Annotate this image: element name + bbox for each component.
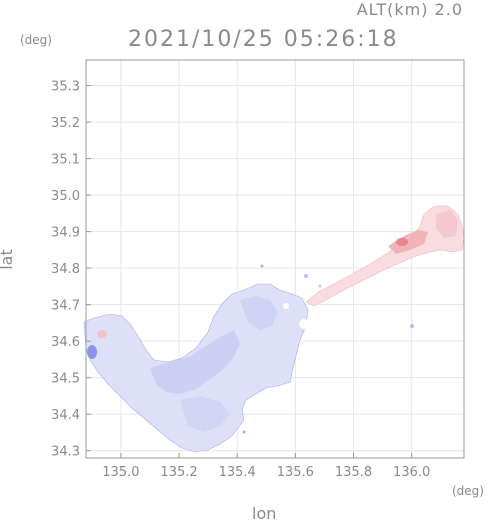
tick-labels: 135.0 135.2 135.4 135.6 135.8 136.0 34.3 34.4 34…: [51, 80, 430, 480]
speckle: [304, 274, 308, 278]
plot-frame: [85, 59, 465, 459]
positive-peak: [396, 238, 408, 246]
data-gap: [299, 319, 309, 329]
y-tick-label: 34.8: [51, 262, 80, 277]
data-gap-2: [283, 303, 289, 309]
y-tick-label: 34.5: [51, 372, 80, 387]
y-tick-label: 34.9: [51, 226, 80, 241]
altitude-label: ALT(km) 2.0: [356, 0, 463, 19]
x-tick-label: 135.6: [277, 465, 314, 480]
x-tick-label: 135.4: [219, 465, 256, 480]
y-tick-label: 34.4: [51, 408, 80, 423]
y-tick-label: 34.6: [51, 335, 80, 350]
speckle: [260, 264, 264, 268]
y-tick-label: 35.1: [51, 153, 80, 168]
y-tick-label: 35.3: [51, 80, 80, 95]
y-axis-unit: (deg): [20, 33, 52, 47]
x-tick-label: 135.0: [102, 465, 139, 480]
timestamp-title: 2021/10/25 05:26:18: [128, 27, 399, 52]
speckle: [318, 284, 322, 288]
positive-band-mid: [436, 210, 458, 238]
x-tick-label: 135.8: [335, 465, 372, 480]
y-tick-label: 35.0: [51, 189, 80, 204]
speckle: [410, 324, 414, 328]
negative-region-strong: [87, 345, 97, 359]
y-tick-label: 34.3: [51, 445, 80, 460]
negative-region-mid: [150, 330, 240, 394]
positive-band: [305, 205, 465, 307]
velocity-field: [83, 205, 465, 453]
x-axis-unit: (deg): [452, 484, 484, 498]
speckle: [242, 430, 246, 434]
negative-region-mid-2: [240, 296, 278, 330]
positive-spot-west: [97, 330, 107, 338]
negative-region-mid-3: [180, 396, 230, 432]
y-tick-label: 34.7: [51, 299, 80, 314]
x-tick-label: 136.0: [393, 465, 430, 480]
y-tick-label: 35.2: [51, 116, 80, 131]
x-tick-label: 135.2: [160, 465, 197, 480]
x-axis-label: lon: [252, 504, 277, 523]
